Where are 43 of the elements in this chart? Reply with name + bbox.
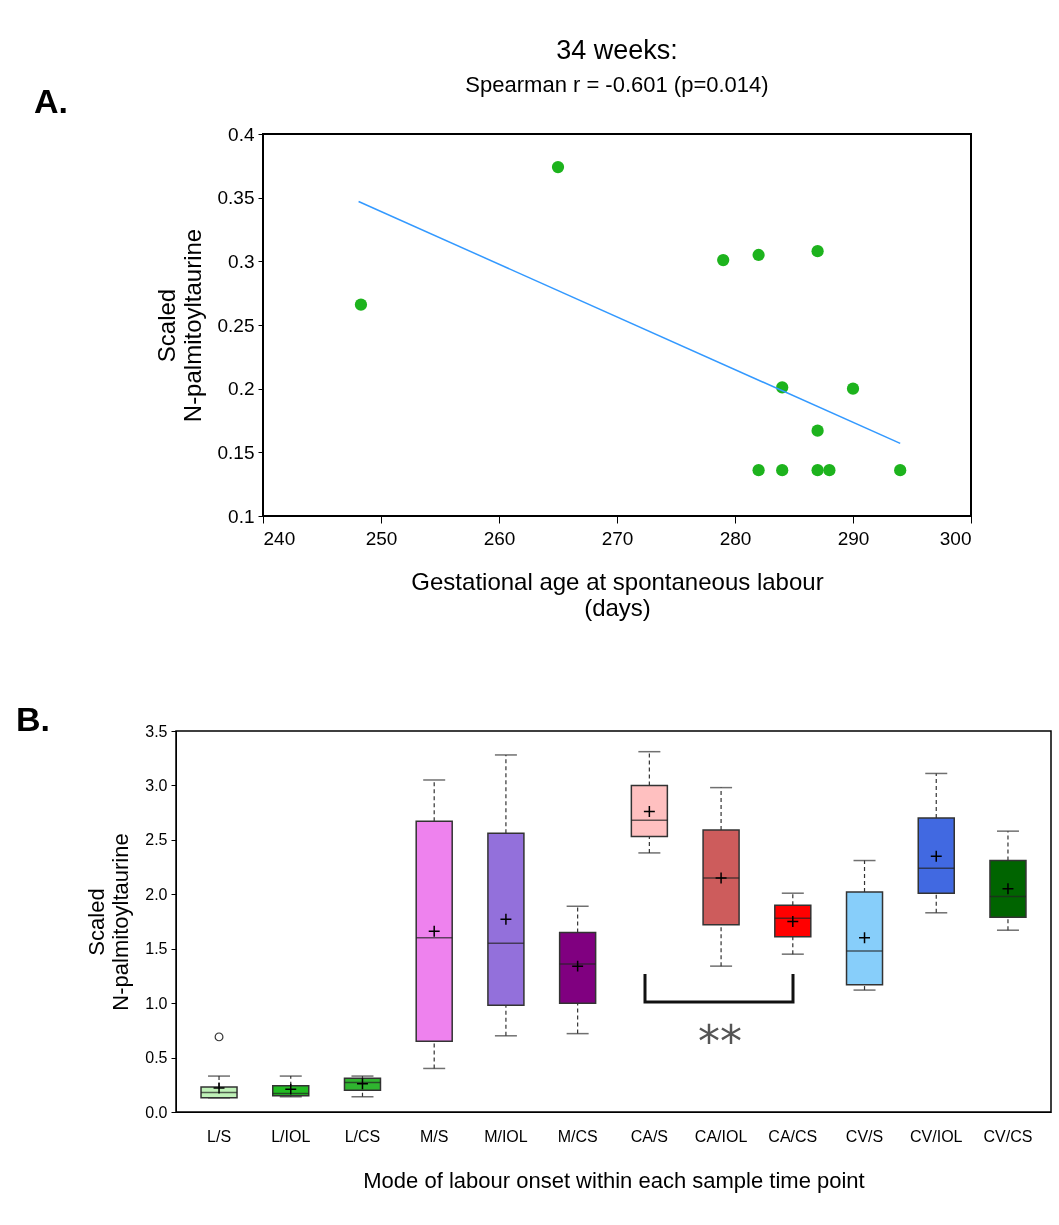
y-tick-label: 1.0 xyxy=(145,994,168,1012)
y-tick-label: 0.25 xyxy=(217,314,255,336)
x-tick-label: 290 xyxy=(837,527,870,549)
x-tick-label: L/IOL xyxy=(271,1127,311,1145)
x-tick-label: M/S xyxy=(419,1127,449,1145)
x-tick-label: M/CS xyxy=(557,1127,598,1145)
text: B. xyxy=(16,700,50,739)
x-tick-label: 300 xyxy=(939,527,972,549)
x-axis-title: Mode of labour onset within each sample time point xyxy=(363,1167,865,1193)
y-tick-label: 3.5 xyxy=(145,722,168,740)
x-tick-label: 250 xyxy=(365,527,398,549)
y-tick-label: 3.0 xyxy=(145,776,168,794)
text: A. xyxy=(34,82,68,121)
y-tick-label: 2.5 xyxy=(145,831,168,849)
y-tick-label: 0.1 xyxy=(228,505,255,527)
x-tick-label: CV/CS xyxy=(983,1127,1033,1145)
x-tick-label: L/S xyxy=(207,1127,232,1145)
y-tick-label: 0.35 xyxy=(217,187,255,209)
x-tick-label: 240 xyxy=(263,527,296,549)
x-tick-label: CA/CS xyxy=(768,1127,818,1145)
y-tick-label: 0.2 xyxy=(228,378,255,400)
chart-title: 34 weeks: xyxy=(556,35,678,65)
x-tick-label: CV/S xyxy=(845,1127,884,1145)
y-axis-title: Scaled N-palmitoyltaurine xyxy=(152,228,206,423)
x-tick-label: CV/IOL xyxy=(910,1127,963,1145)
x-tick-label: 270 xyxy=(601,527,634,549)
y-tick-label: 1.5 xyxy=(145,940,168,958)
y-tick-label: 0.15 xyxy=(217,441,255,463)
annotation: ** xyxy=(697,1016,743,1067)
x-tick-label: CA/S xyxy=(630,1127,669,1145)
y-tick-label: 2.0 xyxy=(145,885,168,903)
x-tick-label: 280 xyxy=(719,527,752,549)
y-tick-label: 0.0 xyxy=(145,1103,168,1121)
y-tick-label: 0.5 xyxy=(145,1049,168,1067)
y-tick-label: 0.3 xyxy=(228,250,255,272)
y-tick-label: 0.4 xyxy=(228,123,255,145)
y-axis-title: Scaled N-palmitoyltaurine xyxy=(84,833,134,1011)
chart-subtitle: Spearman r = -0.601 (p=0.014) xyxy=(465,72,769,97)
x-tick-label: L/CS xyxy=(344,1127,381,1145)
x-tick-label: 260 xyxy=(483,527,516,549)
x-tick-label: M/IOL xyxy=(484,1127,528,1145)
x-axis-title: Gestational age at spontaneous labour (days) xyxy=(411,567,824,621)
x-tick-label: CA/IOL xyxy=(694,1127,748,1145)
